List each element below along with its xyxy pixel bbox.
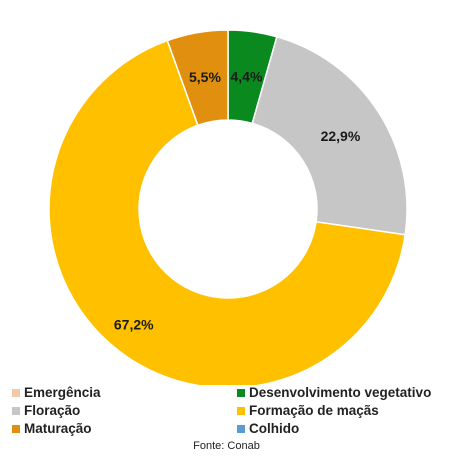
legend-item-desenvolvimento-vegetativo: Desenvolvimento vegetativo xyxy=(237,385,431,400)
data-label: 5,5% xyxy=(189,69,221,85)
donut-slice-formacao-de-macas xyxy=(48,39,406,385)
legend-label: Floração xyxy=(24,403,81,418)
legend-label: Formação de maçãs xyxy=(249,403,379,418)
legend-item-colhido: Colhido xyxy=(237,421,299,436)
legend-label: Colhido xyxy=(249,421,300,436)
legend-swatch xyxy=(12,406,20,415)
legend-swatch xyxy=(237,406,245,415)
legend-label: Emergência xyxy=(24,385,101,400)
data-label: 22,9% xyxy=(321,128,361,144)
donut-chart: 4,4% 22,9% 67,2% 5,5% xyxy=(48,29,408,385)
legend-label: Maturação xyxy=(24,421,92,436)
legend-swatch xyxy=(237,424,245,433)
legend-item-floracao: Floração xyxy=(12,403,80,418)
donut-slice-maturacao xyxy=(166,29,229,127)
source-note: Fonte: Conab xyxy=(193,440,260,452)
data-label: 4,4% xyxy=(231,68,263,84)
legend-swatch xyxy=(12,424,20,433)
legend-swatch xyxy=(237,388,245,397)
legend-item-emergencia: Emergência xyxy=(12,385,101,400)
legend-item-formacao-de-macas: Formação de maçãs xyxy=(237,403,379,418)
legend-swatch xyxy=(12,388,20,397)
legend-label: Desenvolvimento vegetativo xyxy=(249,385,432,400)
data-label: 67,2% xyxy=(114,316,154,332)
legend-item-maturacao: Maturação xyxy=(12,421,92,436)
donut-slice-floracao xyxy=(251,35,408,236)
